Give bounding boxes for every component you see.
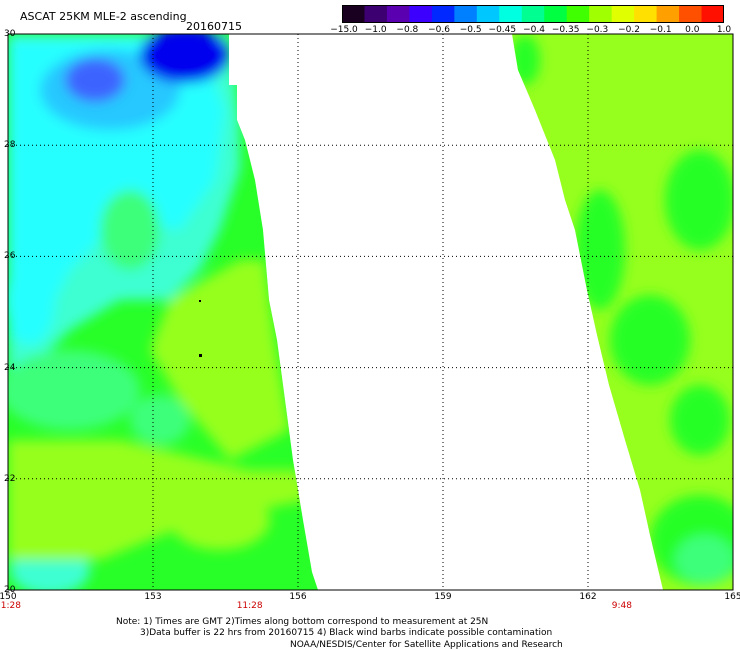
longitude-label: 153: [144, 592, 162, 602]
colorbar-tick-label: −1.0: [364, 25, 387, 35]
colorbar-frame: [342, 5, 724, 23]
colorbar-swatch: [701, 5, 724, 23]
product-title: ASCAT 25KM MLE-2 ascending: [20, 10, 187, 23]
colorbar-tick-label: 1.0: [716, 25, 732, 35]
gridlines: [8, 34, 733, 590]
colorbar-swatch: [454, 5, 478, 23]
colorbar-tick-label: −0.8: [396, 25, 419, 35]
colorbar-swatch: [409, 5, 433, 23]
colorbar: [342, 5, 724, 23]
swath-right: [512, 34, 733, 590]
colorbar-swatch: [364, 5, 388, 23]
colorbar-swatch: [611, 5, 635, 23]
note-line-2: 3)Data buffer is 22 hrs from 20160715 4)…: [140, 628, 553, 638]
colorbar-swatch: [544, 5, 568, 23]
longitude-label: 162: [579, 592, 597, 602]
colorbar-swatch: [342, 5, 365, 23]
colorbar-tick-label: −0.6: [428, 25, 450, 35]
product-date: 20160715: [186, 20, 242, 33]
colorbar-tick-label: 0.0: [685, 25, 700, 35]
latitude-label: 26: [4, 251, 16, 262]
colorbar-tick-label: −0.2: [618, 25, 640, 35]
latitude-label: 24: [4, 362, 16, 373]
colorbar-swatch: [521, 5, 545, 23]
longitude-label: 150: [0, 592, 17, 602]
longitude-label: 159: [434, 592, 452, 602]
colorbar-tick-label: −15.0: [330, 25, 358, 35]
colorbar-tick-label: −0.4: [523, 25, 545, 35]
colorbar-tick-label: −0.3: [586, 25, 609, 35]
swath-left: [8, 34, 318, 590]
latitude-label: 28: [4, 140, 16, 151]
note-line-1: Note: 1) Times are GMT 2)Times along bot…: [116, 617, 489, 627]
colorbar-swatch: [589, 5, 613, 23]
colorbar-swatch: [431, 5, 455, 23]
map-frame: [7, 33, 734, 591]
longitude-label: 156: [289, 592, 307, 602]
colorbar-tick-label: −0.45: [488, 25, 517, 35]
colorbar-swatch: [656, 5, 680, 23]
latitude-label: 20: [4, 585, 16, 595]
colorbar-swatch: [499, 5, 523, 23]
colorbar-tick-label: −0.1: [649, 25, 672, 35]
colorbar-swatch: [476, 5, 500, 23]
colorbar-swatch: [679, 5, 703, 23]
latitude-label: 30: [4, 29, 16, 39]
contamination-marks: [199, 300, 202, 357]
colorbar-swatch: [634, 5, 658, 23]
note-line-3: NOAA/NESDIS/Center for Satellite Applica…: [290, 640, 563, 650]
pass-time-label: 11:28: [0, 601, 21, 611]
colorbar-tick-label: −0.35: [551, 25, 580, 35]
pass-time-label: 9:48: [611, 601, 632, 611]
colorbar-swatch: [386, 5, 410, 23]
pass-time-label: 11:28: [236, 601, 263, 611]
latitude-label: 22: [4, 473, 16, 484]
colorbar-tick-label: −0.5: [459, 25, 482, 35]
longitude-label: 165: [724, 592, 740, 602]
colorbar-swatch: [566, 5, 590, 23]
